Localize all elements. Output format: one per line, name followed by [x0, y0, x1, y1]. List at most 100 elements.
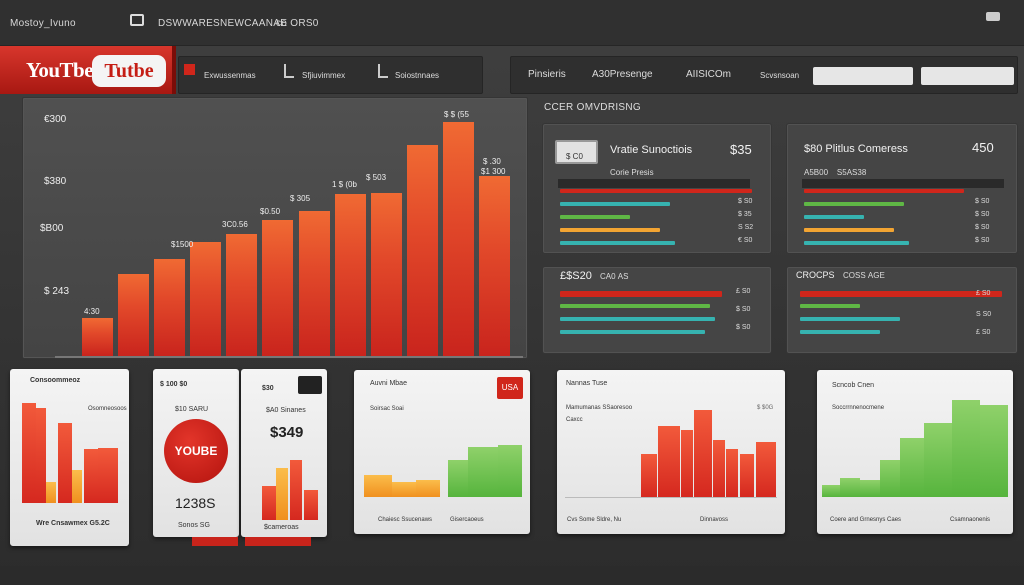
window-control-icon[interactable]	[986, 12, 1000, 21]
card-sub: Osomneosoos	[88, 406, 127, 412]
card-foot: $cameroas	[264, 524, 299, 531]
dashboard-label: DSWWARESNEWCAANAE	[158, 18, 288, 29]
card-foot: Gisercaoeus	[450, 517, 484, 523]
row-value: £ S0	[736, 288, 751, 295]
progress-bar	[560, 241, 675, 245]
card-foot: Cvs Some Sldre, Nu	[567, 517, 622, 523]
bar-label: $ .30	[483, 157, 501, 166]
row-value: $ S0	[975, 224, 990, 231]
row-value: $ 35	[738, 211, 752, 218]
bar-label: $0.50	[260, 207, 281, 216]
chart-bar-7	[334, 194, 366, 356]
header-label-6[interactable]: AIISICOm	[686, 69, 732, 80]
country-badge[interactable]: USA	[497, 377, 523, 399]
progress-bar	[560, 189, 752, 193]
section-title: CCER OMVDRISNG	[544, 102, 641, 113]
card-sub: Mamumanas SSaoresoo	[566, 405, 633, 411]
logo-badge: Tutbe	[92, 55, 166, 87]
panel-title: Vratie Sunoctiois	[610, 144, 693, 156]
chart-baseline	[55, 356, 523, 358]
row-value: $ S0	[975, 237, 990, 244]
row-value: $ S0	[736, 324, 751, 331]
chart-bar-3	[190, 242, 222, 356]
progress-bar	[560, 317, 715, 321]
chart-bar-10	[442, 122, 474, 356]
chart-bar-1	[118, 274, 150, 356]
y-tick-label: $380	[44, 176, 67, 187]
panel-comments	[786, 123, 1018, 254]
chart-bar-2	[154, 259, 186, 356]
chart-bar-11	[478, 176, 510, 356]
card-num: $ $0G	[757, 405, 774, 411]
filter-input[interactable]	[921, 67, 1014, 85]
chart-bar-8	[370, 193, 402, 356]
progress-bar	[804, 202, 904, 206]
card-tab[interactable]	[245, 537, 311, 546]
panel-audience	[786, 266, 1018, 354]
progress-bar	[800, 291, 1002, 297]
record-icon[interactable]	[184, 64, 195, 75]
panel-sub: CA0 AS	[600, 272, 629, 281]
y-tick-label: $B00	[40, 223, 64, 234]
thumbnail	[555, 140, 598, 164]
chart-bar-0	[82, 318, 114, 356]
progress-bar	[560, 291, 722, 297]
bar-label: $ 503	[366, 173, 387, 182]
panel-value: $35	[730, 142, 752, 157]
chart-bar-6	[298, 211, 330, 356]
card-title: Scncob Cnen	[832, 382, 875, 389]
youtube-logo-icon: YOUBE	[164, 419, 228, 483]
footer-bar	[0, 566, 1024, 585]
row-value: € S0	[738, 237, 753, 244]
header-label-2[interactable]: Sfjiuvimmex	[302, 71, 346, 80]
card-title: Consoommeoz	[30, 377, 81, 384]
card-foot: Dinnavoss	[700, 517, 729, 523]
chart-bar-9	[406, 145, 438, 356]
card-sub: Soccrrnnenocmene	[832, 405, 885, 411]
y-tick-label: $ 243	[44, 286, 70, 297]
chart-bar-4	[226, 234, 258, 356]
panel-sub: COSS AGE	[843, 271, 885, 280]
card-title: Auvni Mbae	[370, 380, 407, 387]
bar-label: 3C0.56	[222, 220, 248, 229]
card-title: Nannas Tuse	[566, 380, 608, 387]
panel-revenue	[542, 266, 772, 354]
search-input[interactable]	[813, 67, 913, 85]
card-sub: Soirsac Soai	[370, 406, 404, 412]
header-label-3[interactable]: Soiostnnaes	[395, 71, 440, 80]
progress-bar	[804, 189, 964, 193]
card-foot: Coere and Grnesnys Caes	[830, 517, 902, 523]
progress-bar	[560, 330, 705, 334]
progress-bar	[560, 228, 660, 232]
top-right-label: co ORS0	[276, 18, 319, 29]
card-value: 1238S	[175, 495, 216, 511]
menu-icon[interactable]	[130, 14, 144, 26]
header-label-1[interactable]: Exwussenmas	[204, 71, 256, 80]
logo-word: YouTbe	[26, 58, 94, 82]
panel-title: CROCPS	[796, 270, 835, 280]
top-strip	[0, 0, 1024, 46]
panel-title: £$S20	[560, 270, 592, 282]
panel-value: 450	[972, 140, 994, 155]
card-foot: Sonos SG	[178, 522, 210, 529]
row-value: $ S0	[738, 198, 753, 205]
chart-icon	[378, 64, 388, 78]
card-footer: Wre Cnsawmex G5.2C	[36, 520, 110, 527]
row-value: $ S0	[975, 198, 990, 205]
header-label-7: Scvsnsoan	[760, 71, 800, 80]
row-value: £ S0	[976, 290, 991, 297]
bar-label: $1500	[171, 240, 194, 249]
header-label-5[interactable]: A30Presenge	[592, 69, 653, 80]
card-foot: Csamnaonenis	[950, 517, 991, 523]
bar-label: 4:30	[84, 307, 100, 316]
card-tab[interactable]	[192, 537, 238, 546]
card-title: $30	[262, 385, 274, 392]
header-label-4[interactable]: Pinsieris	[528, 69, 566, 80]
row-value: £ S0	[976, 329, 991, 336]
progress-bar	[800, 330, 880, 334]
bar-label: $1 300	[481, 167, 506, 176]
card-value: $349	[270, 424, 304, 441]
thumbnail	[298, 376, 322, 394]
card-tag: $ 100 $0	[160, 381, 188, 388]
card-sub: $A0 Sinanes	[266, 407, 306, 414]
